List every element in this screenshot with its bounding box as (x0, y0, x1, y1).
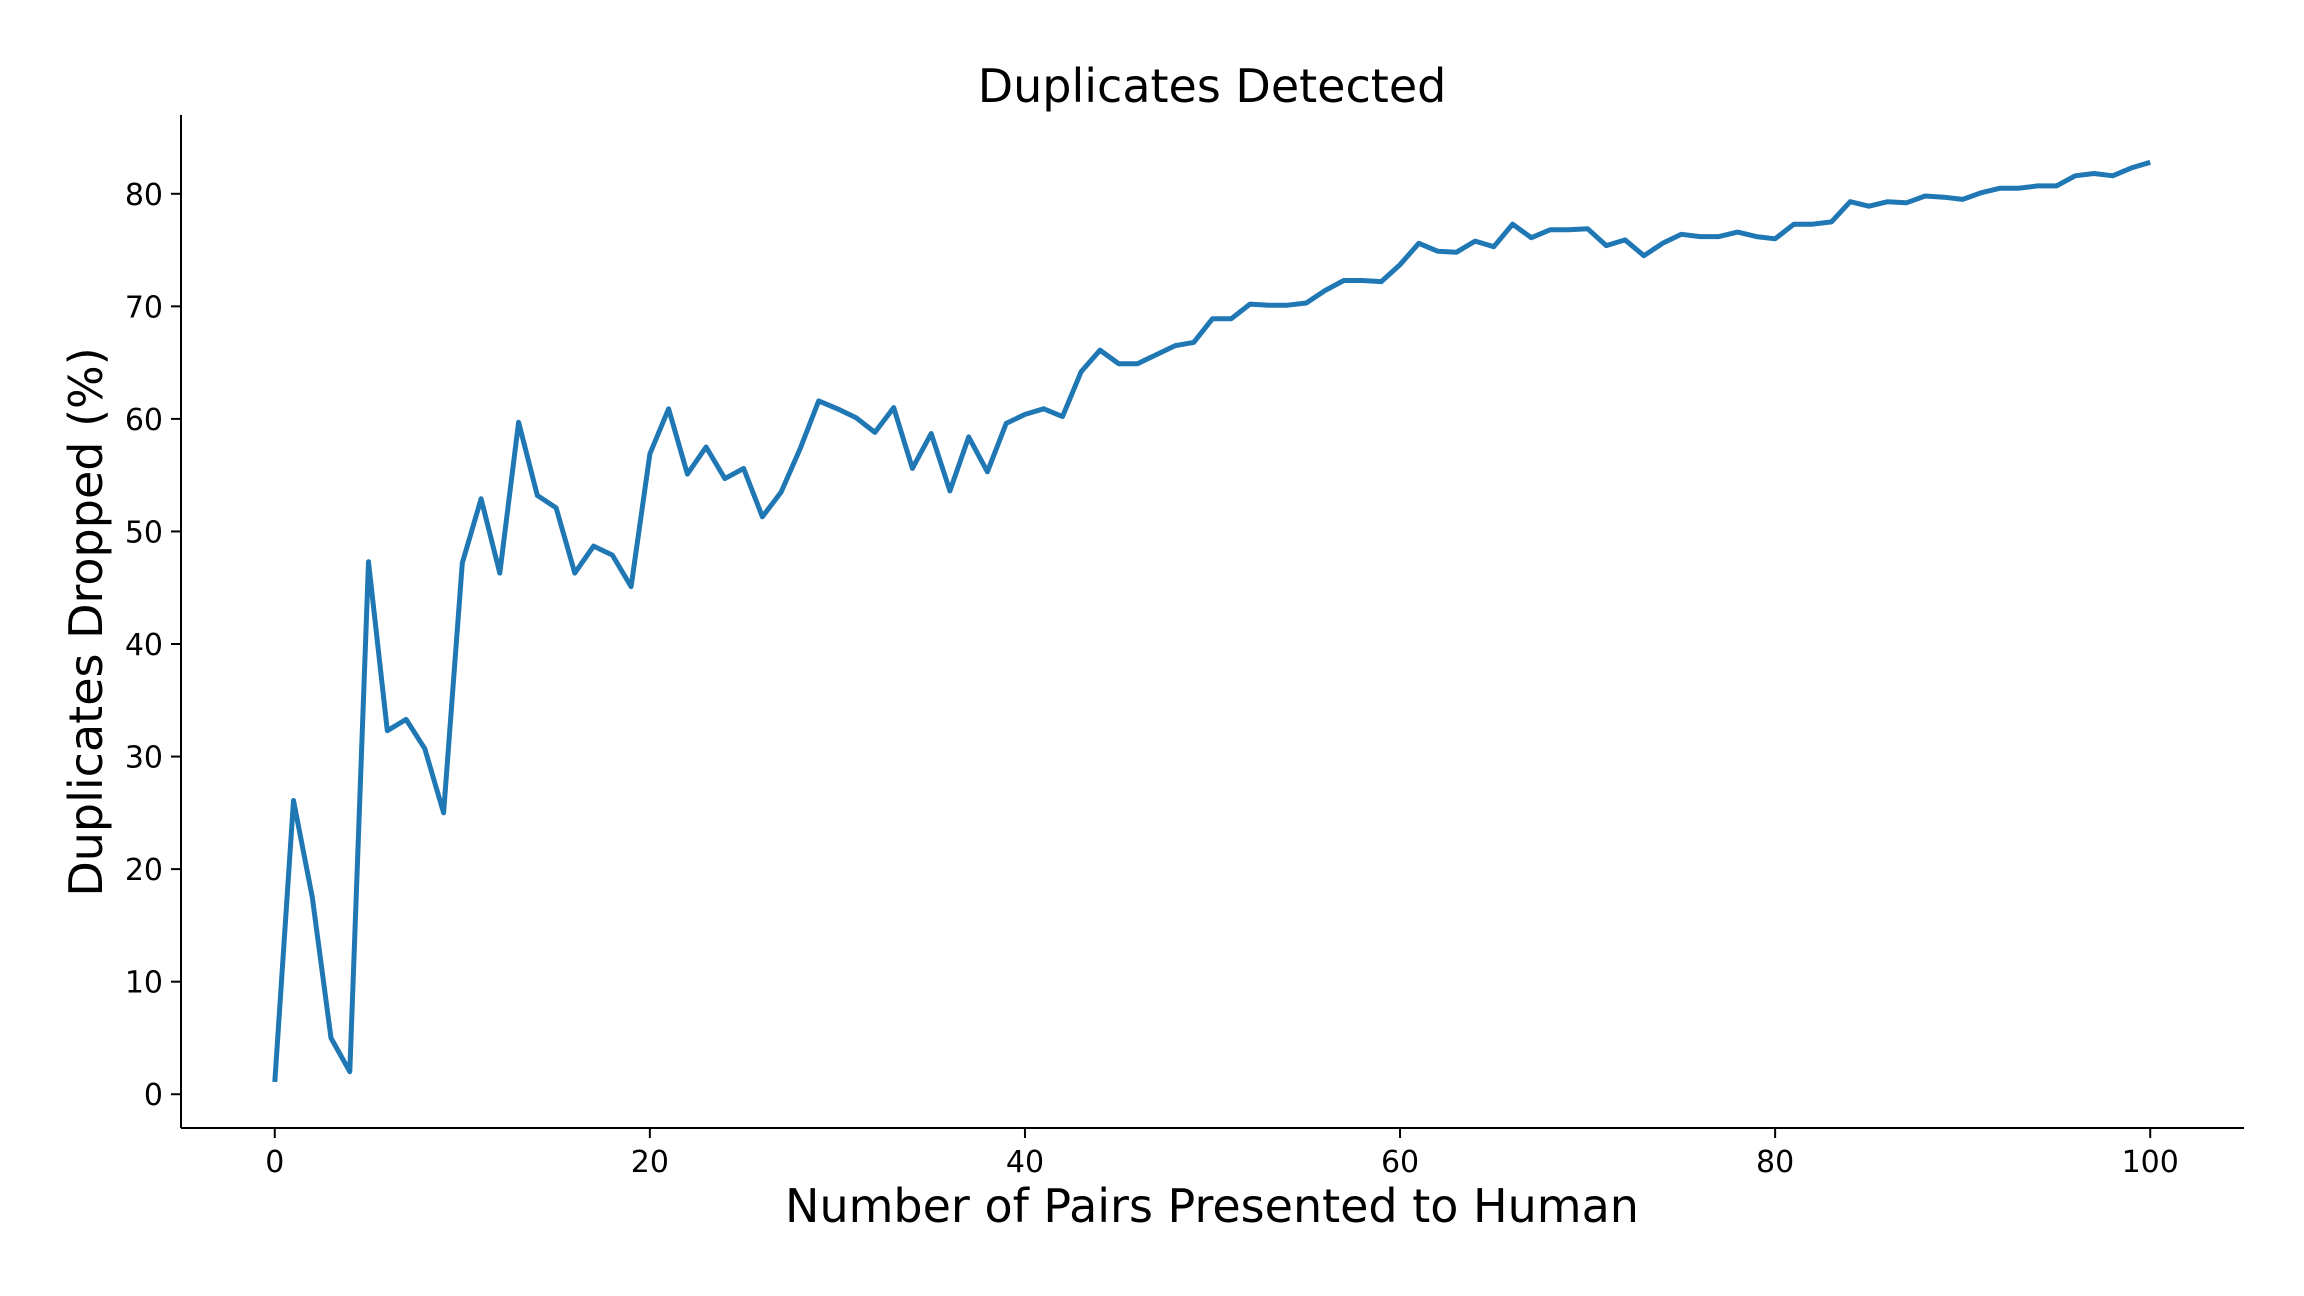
y-tick-label: 0 (144, 1078, 163, 1113)
x-tick-label: 40 (1006, 1145, 1044, 1180)
y-tick-label: 70 (125, 290, 163, 325)
chart-title: Duplicates Detected (978, 59, 1447, 113)
x-tick-label: 100 (2122, 1145, 2179, 1180)
series-line (272, 159, 2151, 1083)
y-tick-label: 20 (125, 853, 163, 888)
x-axis-label: Number of Pairs Presented to Human (785, 1179, 1639, 1233)
y-tick-label: 50 (125, 515, 163, 550)
x-tick-label: 20 (631, 1145, 669, 1180)
x-ticks: 0 20 40 60 80 100 (265, 1128, 2179, 1180)
y-tick-label: 30 (125, 741, 163, 776)
y-tick-label: 80 (125, 178, 163, 213)
y-tick-label: 60 (125, 403, 163, 438)
plot-area: 0 20 40 60 80 100 0 10 20 30 40 50 60 70 80 (125, 115, 2244, 1180)
y-tick-label: 10 (125, 966, 163, 1001)
y-tick-label: 40 (125, 628, 163, 663)
x-tick-label: 60 (1381, 1145, 1419, 1180)
y-axis-label: Duplicates Dropped (%) (59, 347, 113, 896)
y-ticks: 0 10 20 30 40 50 60 70 80 (125, 178, 181, 1113)
x-tick-label: 80 (1756, 1145, 1794, 1180)
x-tick-label: 0 (265, 1145, 284, 1180)
